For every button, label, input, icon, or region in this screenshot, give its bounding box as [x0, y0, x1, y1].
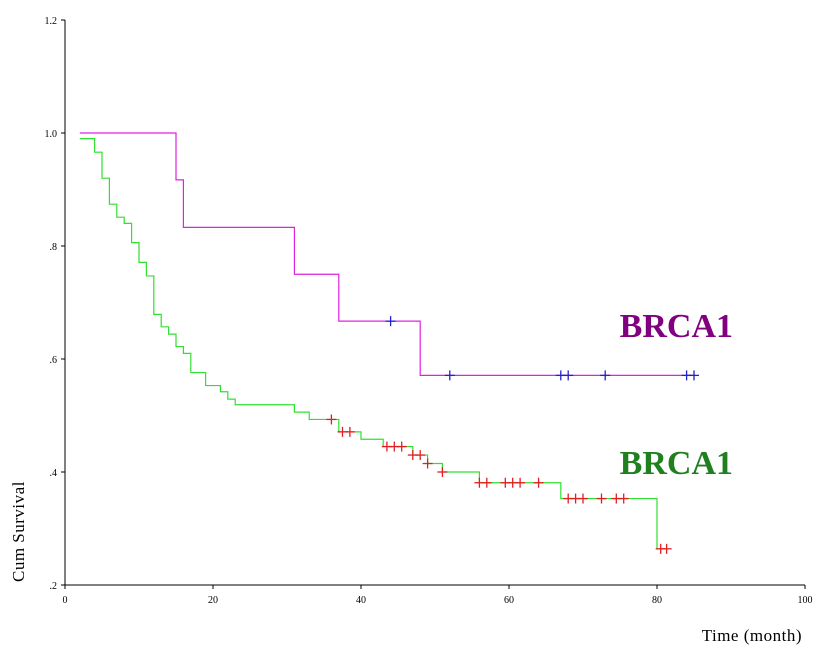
plot-frame: [64, 20, 805, 586]
y-tick-label: .2: [50, 581, 58, 592]
censor-mark: [533, 477, 544, 488]
series-lines: [79, 132, 694, 550]
censor-mark: [515, 477, 526, 488]
y-axis-title: Cum Survival: [9, 481, 28, 582]
censor-mark: [618, 493, 629, 504]
x-tick-label: 40: [356, 595, 366, 606]
series-label-brca1-bottom: BRCA1: [620, 445, 733, 482]
y-axis-ticks: .2 .4 .6 .8 1.0 1.2: [45, 16, 65, 592]
x-axis-title: Time (month): [702, 626, 802, 645]
y-tick-label: .4: [50, 468, 58, 479]
censor-mark: [563, 370, 574, 381]
censor-mark: [396, 441, 407, 452]
censor-mark: [385, 316, 396, 327]
censor-mark: [600, 370, 611, 381]
y-tick-label: 1.2: [45, 16, 58, 27]
censor-marks: [326, 316, 699, 554]
censor-mark: [481, 477, 492, 488]
censor-mark: [596, 493, 607, 504]
series-line-0: [79, 132, 694, 376]
censor-mark: [689, 370, 699, 381]
series-label-brca1-top: BRCA1: [620, 308, 733, 345]
x-tick-label: 20: [208, 595, 218, 606]
y-tick-label: .8: [50, 242, 58, 253]
x-tick-label: 60: [504, 595, 514, 606]
y-tick-label: 1.0: [45, 129, 58, 140]
censor-mark: [344, 426, 355, 437]
censor-mark: [578, 493, 588, 504]
x-axis-ticks: 0 20 40 60 80 100: [63, 585, 813, 606]
x-tick-label: 100: [798, 595, 813, 606]
y-tick-label: .6: [50, 355, 58, 366]
censor-mark: [415, 450, 426, 461]
censor-mark: [661, 543, 672, 554]
x-tick-label: 0: [63, 595, 68, 606]
x-tick-label: 80: [652, 595, 662, 606]
censor-mark: [326, 414, 337, 425]
series-line-1: [79, 138, 665, 550]
censor-mark: [422, 458, 433, 469]
censor-mark: [444, 370, 455, 381]
censor-mark: [437, 467, 448, 477]
